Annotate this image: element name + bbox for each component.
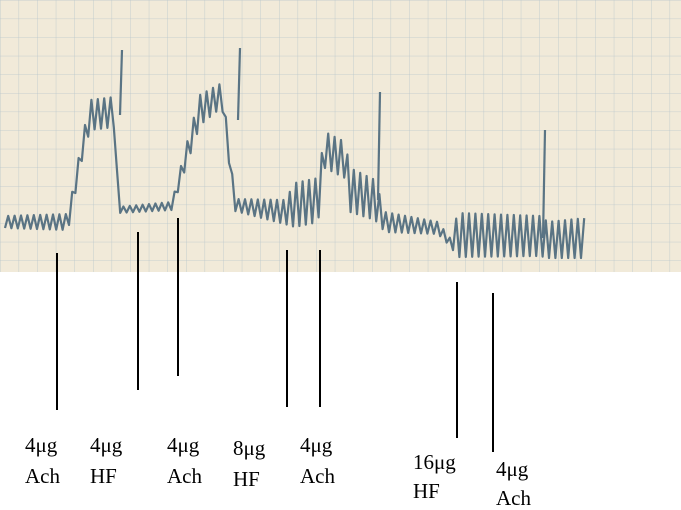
drug-label: HF (413, 479, 440, 503)
dose-label: 4μg (300, 433, 333, 457)
drug-label: Ach (496, 486, 531, 510)
drug-label: Ach (300, 464, 335, 488)
trace-segment (3, 83, 586, 260)
trace-segment (541, 129, 547, 239)
trace-segment (376, 91, 382, 201)
drug-label: Ach (25, 464, 60, 488)
dose-label: 4μg (25, 433, 58, 457)
trace-segment (236, 47, 242, 121)
dose-label: 4μg (496, 457, 529, 481)
dose-label: 4μg (90, 433, 123, 457)
marker-lines (56, 218, 494, 452)
trace (3, 47, 586, 260)
drug-label: HF (90, 464, 117, 488)
dose-label: 8μg (233, 436, 266, 460)
labels: 4μg Ach 4μg HF 4μg Ach 8μg HF 4μg Ach 16… (25, 433, 531, 510)
drug-label: HF (233, 467, 260, 491)
drug-label: Ach (167, 464, 202, 488)
trace-segment (118, 49, 124, 116)
dose-label: 4μg (167, 433, 200, 457)
dose-label: 16μg (413, 450, 456, 474)
